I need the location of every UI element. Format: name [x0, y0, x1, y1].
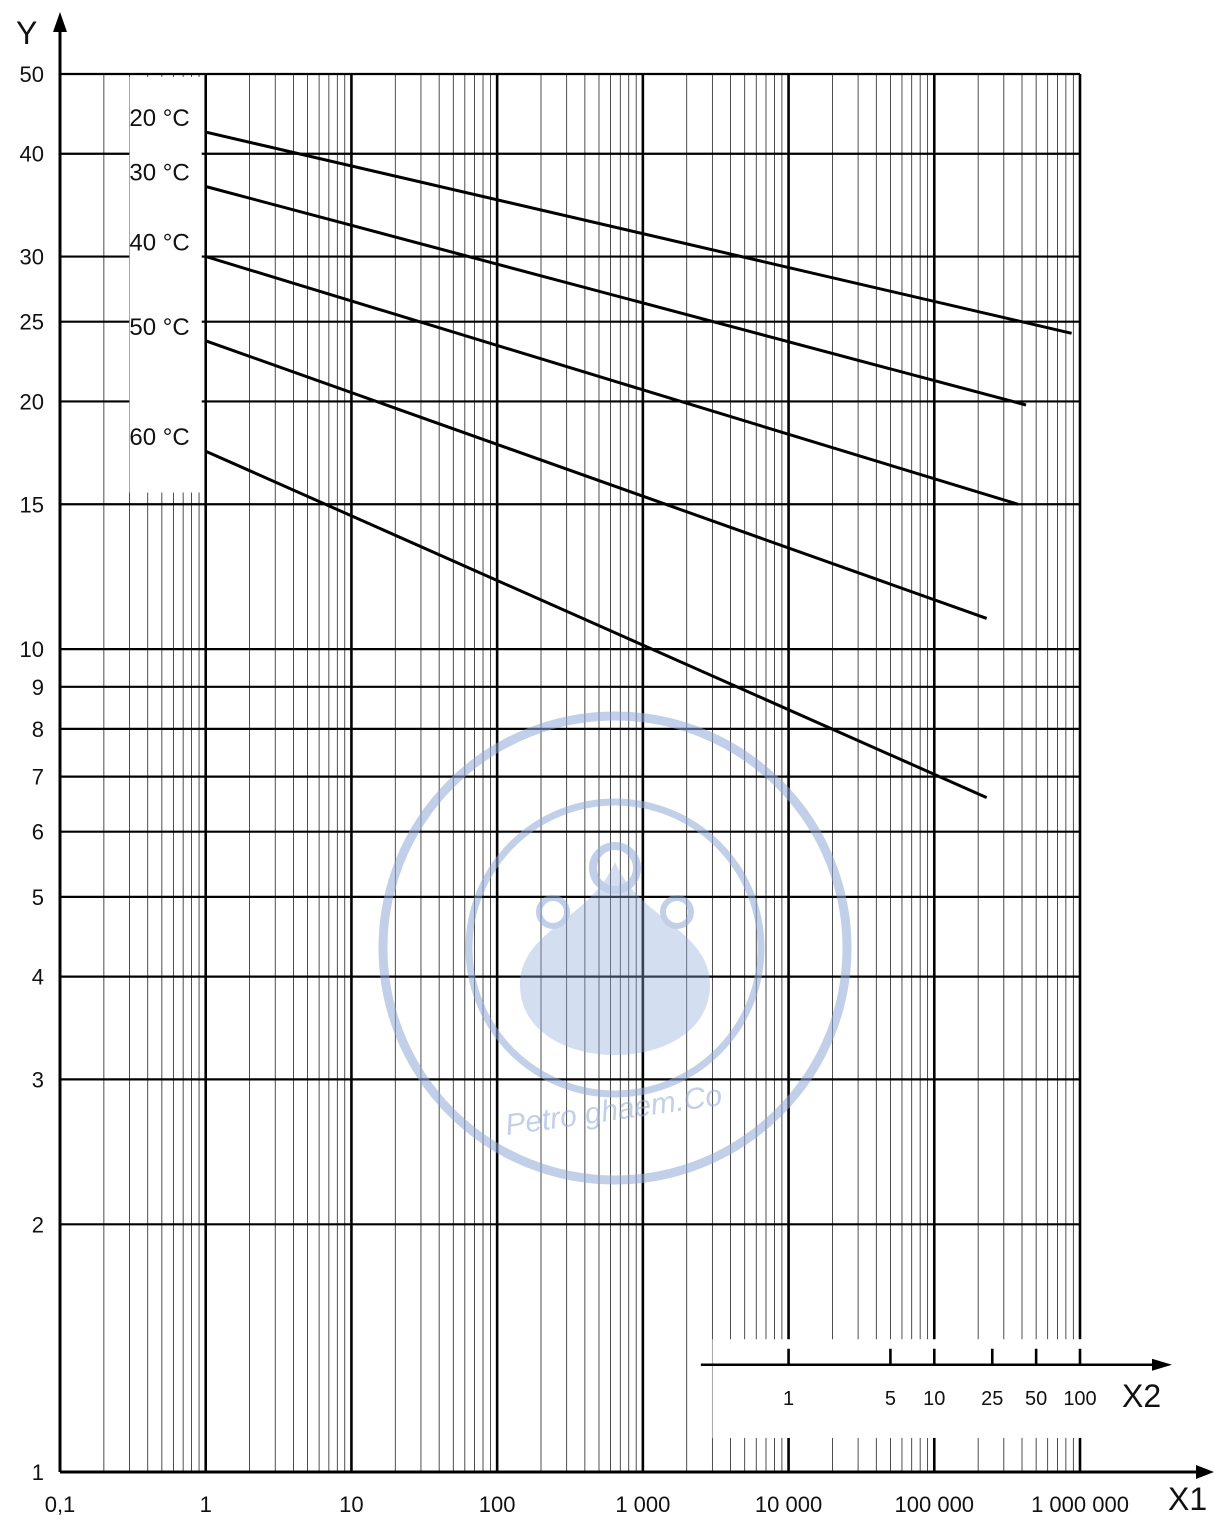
x-tick-label: 1 000 000: [1031, 1492, 1129, 1517]
x2-axis-background: [712, 1339, 1180, 1438]
y-tick-label: 20: [20, 389, 44, 414]
watermark: Petro ghaem.Co: [378, 711, 852, 1185]
x2-tick-label: 10: [923, 1388, 945, 1410]
series-lines: [205, 130, 1072, 799]
y-tick-label: 25: [20, 310, 44, 335]
y-axis-title: Y: [16, 15, 37, 51]
series-label-4: 50 °C: [129, 314, 189, 341]
x-tick-label: 10 000: [755, 1492, 822, 1517]
y-tick-label: 3: [32, 1067, 44, 1092]
x2-tick-label: 5: [885, 1388, 896, 1410]
y-tick-label: 50: [20, 62, 44, 87]
watermark-outer-ring: [378, 711, 852, 1185]
series-label-1: 20 °C: [129, 105, 189, 132]
y-tick-label: 15: [20, 492, 44, 517]
watermark-gear-icon-right: [660, 895, 694, 929]
y-tick-label: 7: [32, 765, 44, 790]
x2-tick-label: 100: [1063, 1388, 1096, 1410]
watermark-text: Petro ghaem.Co: [503, 1079, 724, 1142]
series-line-4: [205, 339, 988, 620]
watermark-gear-icon: [589, 842, 641, 894]
y-tick-label: 4: [32, 965, 44, 990]
x-axis-arrow: [1196, 1465, 1214, 1479]
y-tick-label: 40: [20, 142, 44, 167]
y-tick-label: 9: [32, 675, 44, 700]
series-label-5: 60 °C: [129, 424, 189, 451]
x2-tick-label: 25: [981, 1388, 1003, 1410]
x2-tick-label: 1: [783, 1388, 794, 1410]
curve-label-background: [129, 77, 202, 493]
x-axis-title: X1: [1168, 1481, 1207, 1517]
y-tick-label: 8: [32, 717, 44, 742]
y-tick-label: 1: [32, 1460, 44, 1485]
y-tick-label: 30: [20, 245, 44, 270]
x2-axis-title: X2: [1122, 1378, 1161, 1414]
watermark-inner-ring: [465, 798, 765, 1098]
y-tick-label: 2: [32, 1212, 44, 1237]
series-line-5: [205, 449, 988, 799]
watermark-drop-icon: [520, 862, 710, 1055]
x2-tick-label: 50: [1025, 1388, 1047, 1410]
curve-labels: 20 °C 30 °C 40 °C 50 °C 60 °C: [129, 105, 189, 451]
curve-label-mask: [129, 77, 1180, 1438]
series-label-3: 40 °C: [129, 230, 189, 257]
x-tick-label: 1: [200, 1492, 212, 1517]
x-tick-label: 100 000: [895, 1492, 975, 1517]
x-tick-label: 100: [479, 1492, 516, 1517]
x-tick-label: 1 000: [615, 1492, 670, 1517]
x-tick-label: 0,1: [45, 1492, 76, 1517]
series-line-2: [205, 185, 1027, 407]
axes: [53, 12, 1214, 1479]
watermark-gear-icon-left: [536, 895, 570, 929]
x-tick-label: 10: [339, 1492, 363, 1517]
y-tick-label: 6: [32, 820, 44, 845]
series-line-3: [205, 255, 1019, 506]
x2-axis: 1 5 10 25 50 100 X2: [700, 1348, 1172, 1414]
x2-axis-arrow: [1152, 1358, 1172, 1371]
y-tick-label: 5: [32, 885, 44, 910]
y-tick-label: 10: [20, 637, 44, 662]
y-axis-arrow: [53, 12, 67, 32]
series-label-2: 30 °C: [129, 159, 189, 186]
series-line-1: [205, 130, 1072, 335]
